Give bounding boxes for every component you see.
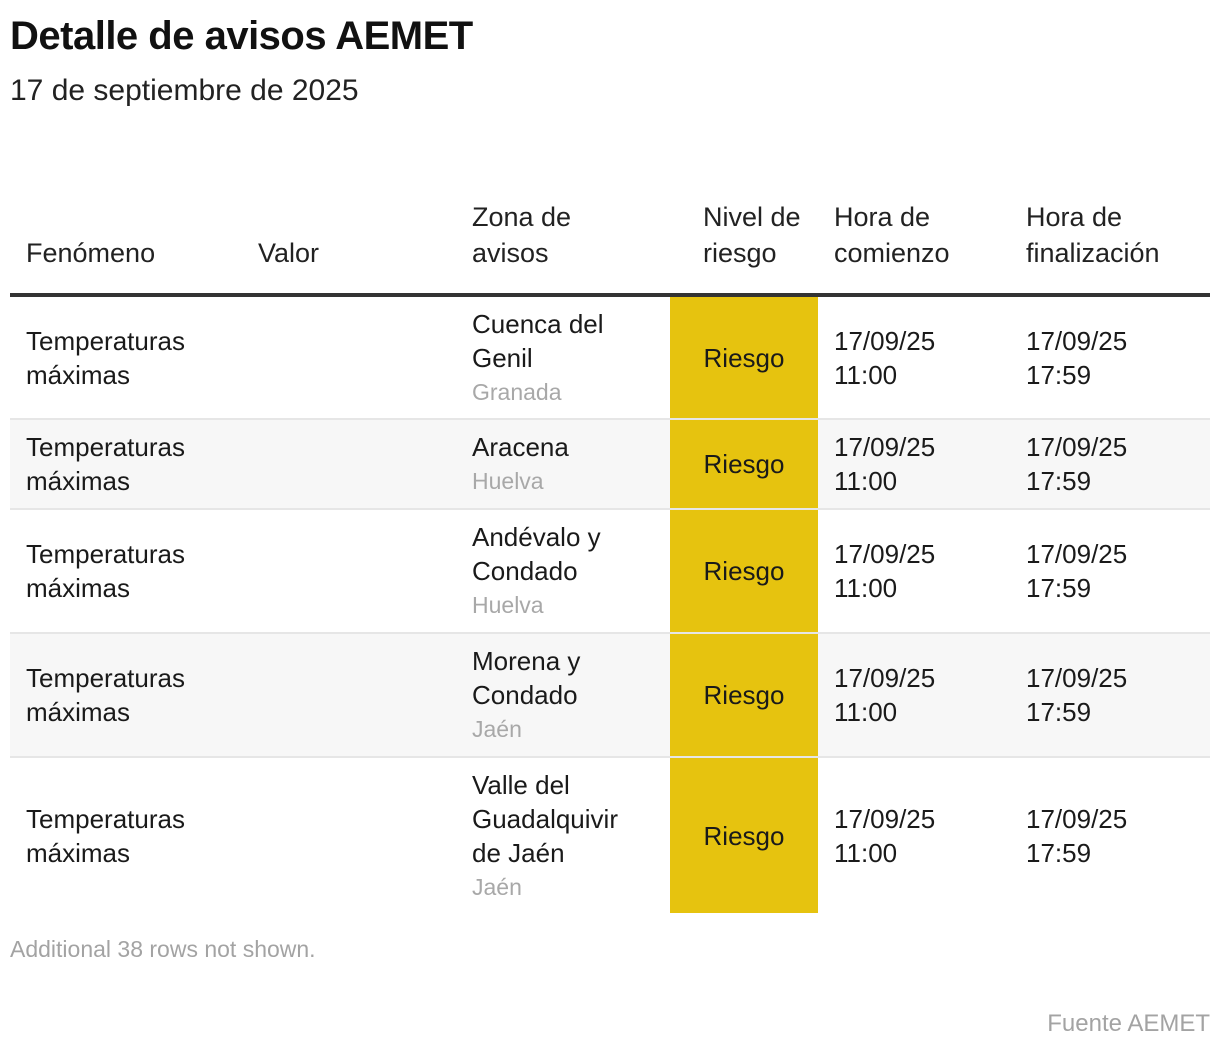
cell-zona: Valle del Guadalquivir de Jaén Jaén [456, 757, 670, 913]
zone-name: Cuenca del Genil [472, 308, 604, 373]
cell-nivel: Riesgo [670, 419, 818, 510]
zone-name: Morena y Condado [472, 646, 581, 710]
table-row: Temperaturas máximas Cuenca del Genil Gra… [10, 295, 1210, 420]
chart-subtitle: 17 de septiembre de 2025 [10, 74, 359, 107]
cell-valor [242, 757, 456, 913]
cell-comienzo: 17/09/25 11:00 [818, 295, 1010, 420]
cell-zona: Cuenca del Genil Granada [456, 295, 670, 420]
rows-not-shown-note: Additional 38 rows not shown. [10, 936, 316, 962]
column-header-fenomeno: Fenómeno [10, 166, 242, 297]
province-name: Huelva [472, 468, 544, 494]
zone-name: Valle del Guadalquivir de Jaén [472, 769, 618, 868]
cell-finalizacion: 17/09/25 17:59 [1010, 509, 1210, 634]
cell-nivel: Riesgo [670, 633, 818, 758]
cell-comienzo: 17/09/25 11:00 [818, 419, 1010, 510]
cell-finalizacion: 17/09/25 17:59 [1010, 633, 1210, 758]
cell-zona: Aracena Huelva [456, 419, 670, 510]
cell-valor [242, 509, 456, 634]
column-header-finalizacion: Hora de finalización [1010, 166, 1210, 297]
source-credit: Fuente AEMET [1047, 1010, 1210, 1037]
cell-zona: Morena y Condado Jaén [456, 633, 670, 758]
province-name: Granada [472, 378, 562, 405]
cell-fenomeno: Temperaturas máximas [10, 419, 242, 510]
cell-zona: Andévalo y Condado Huelva [456, 509, 670, 634]
column-header-comienzo: Hora de comienzo [818, 166, 1010, 297]
cell-fenomeno: Temperaturas máximas [26, 803, 185, 868]
zone-name: Andévalo y Condado [472, 522, 601, 586]
column-header-valor: Valor [242, 166, 456, 297]
cell-valor [242, 633, 456, 758]
province-name: Jaén [472, 873, 522, 900]
table-row: Temperaturas máximas Morena y Condado Jaé… [10, 633, 1210, 758]
cell-valor [242, 295, 456, 420]
table-header-row: Fenómeno Valor Zona de avisos Nivel de r… [10, 166, 1210, 297]
cell-finalizacion: 17/09/25 17:59 [1010, 419, 1210, 510]
cell-nivel: Riesgo [670, 757, 818, 913]
chart-title: Detalle de avisos AEMET [10, 14, 473, 58]
cell-nivel: Riesgo [670, 509, 818, 634]
cell-finalizacion: 17/09/25 17:59 [1026, 803, 1128, 868]
cell-nivel: Riesgo [670, 295, 818, 420]
cell-fenomeno: Temperaturas máximas [10, 633, 242, 758]
province-name: Jaén [472, 716, 522, 742]
cell-comienzo: 17/09/25 11:00 [818, 509, 1010, 634]
column-header-nivel: Nivel de riesgo [670, 166, 818, 297]
warnings-table: Fenómeno Valor Zona de avisos Nivel de r… [10, 166, 1210, 913]
cell-comienzo: 17/09/25 11:00 [834, 803, 936, 868]
column-header-zona: Zona de avisos [456, 166, 670, 297]
cell-fenomeno: Temperaturas máximas [10, 509, 242, 634]
zone-name: Aracena [472, 432, 569, 462]
cell-fenomeno: Temperaturas máximas [10, 295, 242, 420]
cell-comienzo: 17/09/25 11:00 [818, 633, 1010, 758]
province-name: Huelva [472, 592, 544, 618]
table-row: Temperaturas máximas Aracena Huelva Riesg… [10, 419, 1210, 510]
table-row: Temperaturas máximas Valle del Guadalqui… [10, 757, 1210, 913]
cell-valor [242, 419, 456, 510]
table-row: Temperaturas máximas Andévalo y Condado H… [10, 509, 1210, 634]
cell-finalizacion: 17/09/25 17:59 [1010, 295, 1210, 420]
